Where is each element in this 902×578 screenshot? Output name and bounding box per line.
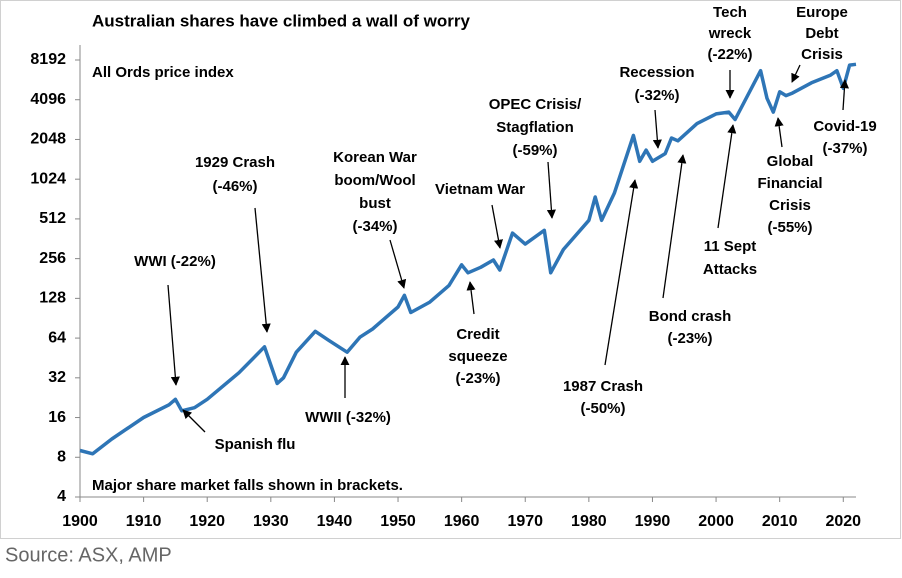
- annotation: (-46%): [212, 178, 257, 195]
- chart-title: Australian shares have climbed a wall of…: [92, 11, 470, 30]
- annotation: (-23%): [455, 370, 500, 387]
- annotation: OPEC Crisis/: [489, 96, 582, 113]
- annotation-arrow: [182, 409, 206, 433]
- x-tick-label: 1950: [380, 513, 416, 530]
- annotation: Financial: [757, 175, 822, 192]
- annotation-arrow: [662, 154, 687, 299]
- annotation-arrow: [717, 124, 737, 229]
- x-tick-label: 1910: [126, 513, 162, 530]
- annotation: (-22%): [707, 46, 752, 63]
- y-tick-label: 16: [48, 409, 66, 426]
- annotation-arrow: [466, 281, 476, 315]
- annotation: (-50%): [580, 400, 625, 417]
- y-tick-label: 8192: [30, 51, 66, 68]
- source: Source: ASX, AMP: [5, 544, 172, 566]
- annotation-arrow: [389, 239, 407, 289]
- y-tick-label: 8: [57, 448, 66, 465]
- annotation: (-55%): [767, 219, 812, 236]
- y-tick-label: 4: [57, 488, 66, 505]
- x-tick-label: 1990: [635, 513, 671, 530]
- y-tick-label: 2048: [30, 131, 66, 148]
- annotation: Crisis: [769, 197, 811, 214]
- annotation: (-23%): [667, 330, 712, 347]
- annotation: Stagflation: [496, 119, 574, 136]
- y-tick-label: 32: [48, 369, 66, 386]
- annotation-arrow: [839, 79, 849, 111]
- annotation: Spanish flu: [215, 436, 296, 453]
- note: Major share market falls shown in bracke…: [92, 477, 403, 494]
- annotation: Debt: [805, 25, 838, 42]
- annotation-arrow: [167, 284, 180, 386]
- annotation: 1929 Crash: [195, 154, 275, 171]
- annotation-arrow: [774, 117, 784, 148]
- annotation-arrow: [791, 64, 801, 83]
- annotation-arrow: [604, 179, 639, 366]
- annotation-arrow: [254, 207, 271, 333]
- index-line: [79, 62, 857, 456]
- x-tick-label: 2010: [762, 513, 798, 530]
- y-tick-label: 256: [39, 250, 66, 267]
- annotation: Vietnam War: [435, 181, 525, 198]
- annotation: (-32%): [634, 87, 679, 104]
- annotation: Global: [767, 153, 814, 170]
- annotation: Covid-19: [813, 118, 876, 135]
- annotation: WWII (-32%): [305, 409, 391, 426]
- x-tick-label: 1940: [317, 513, 353, 530]
- annotation-arrow: [652, 109, 662, 149]
- annotation: Attacks: [703, 261, 757, 278]
- annotation: 1987 Crash: [563, 378, 643, 395]
- y-tick-label: 128: [39, 290, 66, 307]
- annotation: Bond crash: [649, 308, 732, 325]
- annotation-arrow: [546, 161, 556, 219]
- x-tick-label: 1920: [189, 513, 225, 530]
- annotation: Credit: [456, 326, 499, 343]
- y-tick-label: 64: [48, 329, 66, 346]
- annotation: Europe: [796, 4, 848, 21]
- x-tick-label: 1930: [253, 513, 289, 530]
- annotation: Crisis: [801, 46, 843, 63]
- annotation: bust: [359, 195, 391, 212]
- subtitle: All Ords price index: [92, 64, 234, 81]
- annotation: Recession: [619, 64, 694, 81]
- annotation: (-59%): [512, 142, 557, 159]
- x-tick-label: 1960: [444, 513, 480, 530]
- annotation: Korean War: [333, 149, 417, 166]
- annotation: (-34%): [352, 218, 397, 235]
- annotation: wreck: [708, 25, 752, 42]
- annotation-arrow: [491, 204, 503, 249]
- annotation: (-37%): [822, 140, 867, 157]
- y-tick-label: 1024: [30, 170, 66, 187]
- annotation: Tech: [713, 4, 747, 21]
- x-tick-label: 2020: [825, 513, 861, 530]
- x-tick-label: 1980: [571, 513, 607, 530]
- x-tick-label: 2000: [698, 513, 734, 530]
- annotation: 11 Sept: [704, 238, 757, 255]
- x-tick-label: 1900: [62, 513, 98, 530]
- annotation: boom/Wool: [334, 172, 415, 189]
- annotation: WWI (-22%): [134, 253, 216, 270]
- x-tick-label: 1970: [507, 513, 543, 530]
- annotation: squeeze: [448, 348, 507, 365]
- chart-frame: [0, 0, 901, 539]
- y-tick-label: 4096: [30, 91, 66, 108]
- y-tick-label: 512: [39, 210, 66, 227]
